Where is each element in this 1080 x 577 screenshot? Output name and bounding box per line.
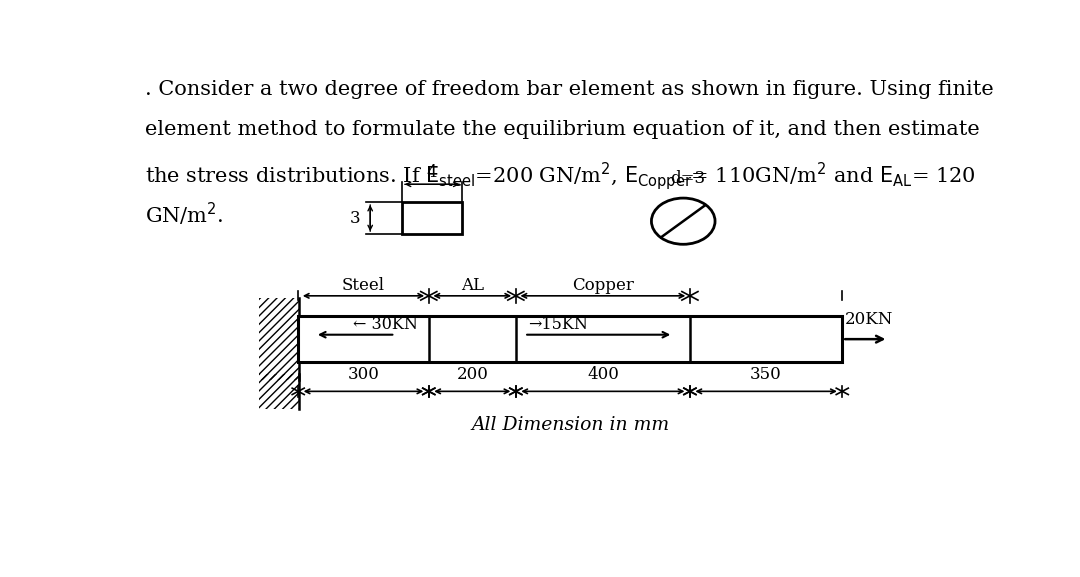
Text: 400: 400 — [586, 366, 619, 383]
Text: ← 30KN: ← 30KN — [352, 316, 418, 334]
Text: 3: 3 — [350, 209, 361, 227]
Bar — [298, 316, 842, 362]
Text: All Dimension in mm: All Dimension in mm — [471, 416, 670, 434]
Text: 350: 350 — [751, 366, 782, 383]
Text: 4: 4 — [427, 164, 437, 181]
Bar — [259, 373, 299, 409]
Text: d=3: d=3 — [670, 170, 705, 187]
Text: →15KN: →15KN — [528, 316, 589, 334]
Text: GN/m$^2$.: GN/m$^2$. — [145, 200, 224, 227]
Text: 20KN: 20KN — [845, 311, 893, 328]
Text: element method to formulate the equilibrium equation of it, and then estimate: element method to formulate the equilibr… — [145, 121, 980, 139]
Text: Steel: Steel — [342, 276, 384, 294]
Text: . Consider a two degree of freedom bar element as shown in figure. Using finite: . Consider a two degree of freedom bar e… — [145, 80, 994, 99]
Text: AL: AL — [461, 276, 484, 294]
Text: 300: 300 — [348, 366, 379, 383]
Text: 200: 200 — [457, 366, 488, 383]
Bar — [402, 202, 462, 234]
Text: the stress distributions. If $\mathrm{E_{steel}}$=200 GN/m$^2$, $\mathrm{E_{Copp: the stress distributions. If $\mathrm{E_… — [145, 160, 976, 192]
Ellipse shape — [651, 198, 715, 244]
Bar — [259, 298, 299, 380]
Text: Copper: Copper — [572, 276, 634, 294]
